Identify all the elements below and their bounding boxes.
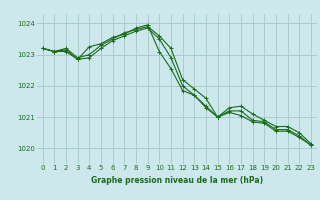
X-axis label: Graphe pression niveau de la mer (hPa): Graphe pression niveau de la mer (hPa) (91, 176, 263, 185)
